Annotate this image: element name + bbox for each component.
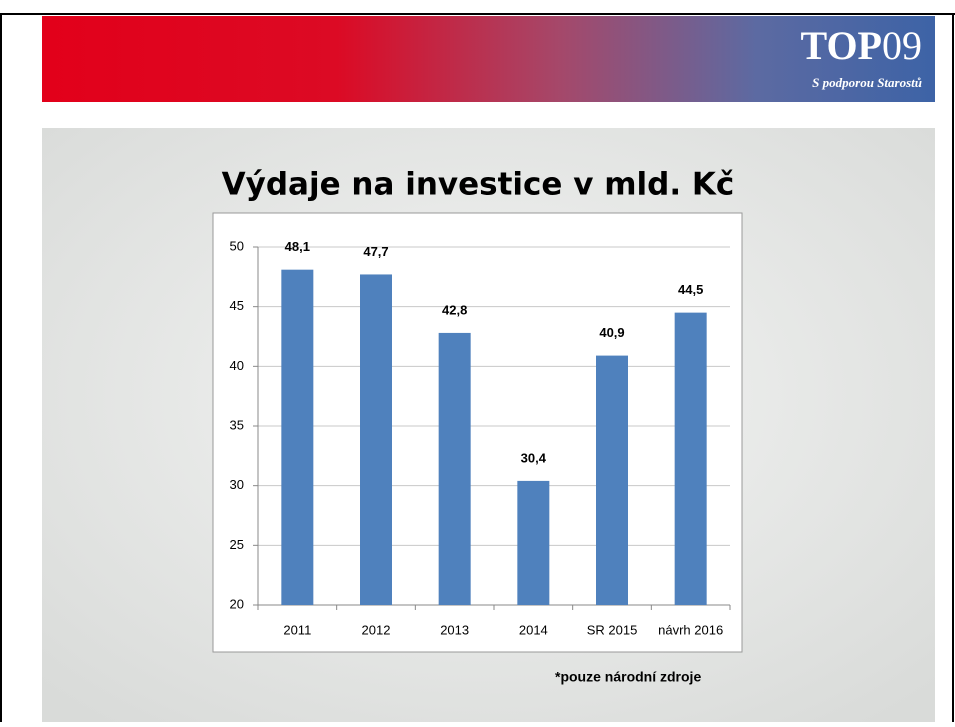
bar (517, 480, 550, 605)
tagline: S podporou Starostů (812, 75, 922, 90)
bar (674, 312, 707, 605)
x-tick-label: návrh 2016 (658, 622, 723, 637)
data-label: 30,4 (521, 450, 547, 465)
data-label: 40,9 (599, 325, 624, 340)
bar (281, 269, 314, 605)
chart-title: Výdaje na investice v mld. Kč (222, 167, 735, 203)
x-tick-label: 2011 (283, 622, 311, 637)
bar (596, 355, 628, 605)
y-tick-label: 25 (230, 537, 244, 552)
y-tick-label: 40 (230, 358, 244, 373)
x-tick-label: SR 2015 (587, 622, 638, 637)
data-label: 42,8 (442, 302, 467, 317)
logo-main: TOP (800, 23, 882, 68)
logo: TOP09 (800, 23, 922, 68)
y-tick-label: 30 (230, 477, 244, 492)
data-label: 48,1 (285, 239, 310, 254)
plot: 20 25 30 35 40 45 50 2011 48,1 2012 47,7 2013 42,8 20… (230, 238, 731, 637)
logo-number: 09 (882, 23, 922, 68)
y-tick-label: 45 (230, 298, 244, 313)
data-label: 47,7 (363, 244, 388, 259)
data-label: 44,5 (678, 282, 703, 297)
header-band (42, 16, 935, 102)
bar (438, 332, 471, 605)
y-tick-label: 50 (230, 238, 244, 253)
y-tick-label: 20 (230, 596, 244, 611)
x-tick-label: 2012 (362, 622, 391, 637)
x-tick-label: 2013 (440, 622, 469, 637)
y-tick-label: 35 (230, 417, 244, 432)
bar (360, 274, 392, 605)
x-tick-label: 2014 (519, 622, 548, 637)
footnote: *pouze národní zdroje (555, 669, 701, 685)
